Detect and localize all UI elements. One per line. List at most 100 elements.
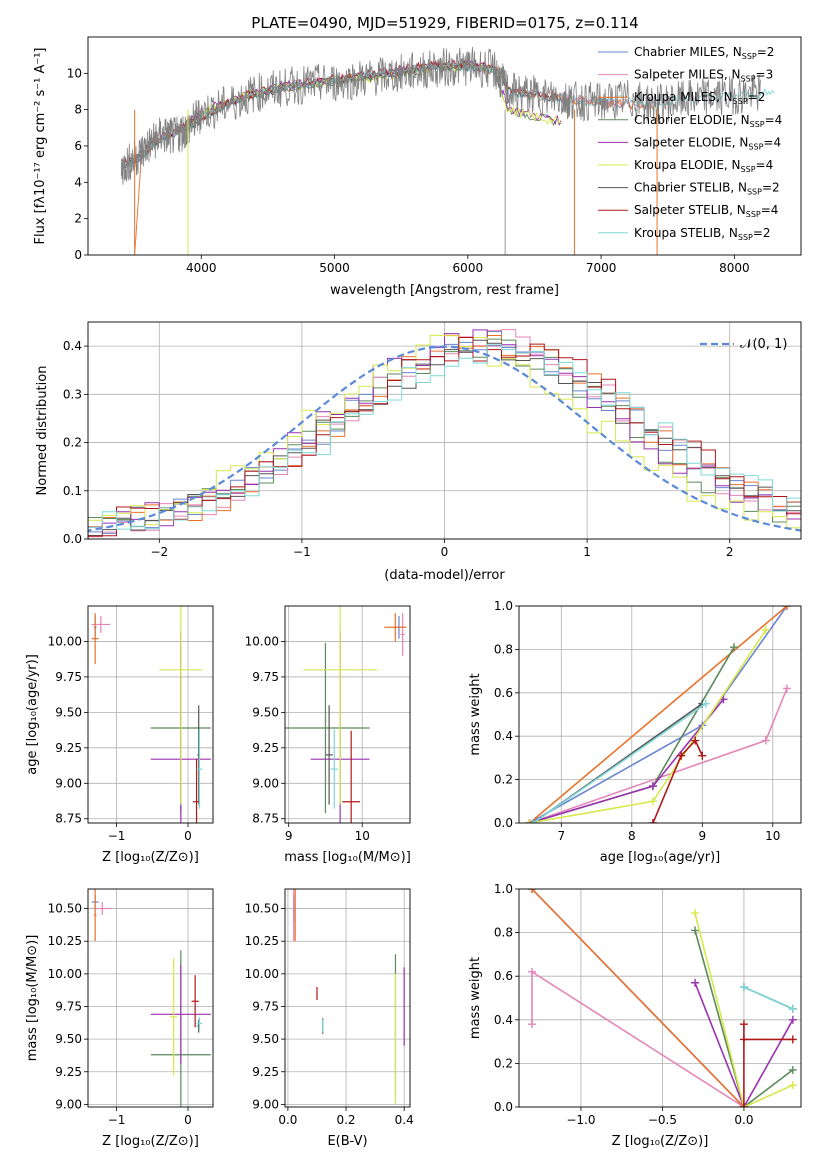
cumZ-xtick-label: −1.0 — [566, 1113, 595, 1127]
massZ-ytick-label: 9.25 — [55, 1065, 82, 1079]
legend-entry-sm: Salpeter MILES, NSSP=3 — [634, 68, 773, 84]
cumZ-point-marker — [739, 1103, 748, 1107]
massZ-ytick-label: 9.00 — [55, 1097, 82, 1111]
hist-step-line — [88, 344, 801, 531]
ageMass-xlabel: mass [log₁₀(M/M⊙)] — [284, 850, 411, 865]
massZ-ylabel: mass [log₁₀(M/M⊙)] — [25, 935, 40, 1062]
massZ-xlabel: Z [log₁₀(Z/Z⊙)] — [102, 1134, 199, 1149]
ageMass-ytick-label: 9.75 — [252, 670, 279, 684]
spectrum-ytick-label: 4 — [74, 175, 82, 189]
cumAge-ytick-label: 0.0 — [494, 816, 513, 830]
hist-ytick-label: 0.2 — [63, 436, 82, 450]
cumAge-point-marker — [648, 819, 657, 823]
cumZ-series-line — [743, 986, 794, 1010]
cumAge-ytick-label: 1.0 — [494, 599, 513, 613]
massEBV-ytick-label: 9.50 — [252, 1032, 279, 1046]
hist-steps — [88, 329, 801, 539]
cumZ-point-marker — [691, 926, 700, 935]
cumZ-ytick-label: 0.4 — [494, 1013, 513, 1027]
legend-entry-ke: Kroupa ELODIE, NSSP=4 — [634, 158, 773, 174]
massEBV-xtick-label: 0.2 — [336, 1113, 355, 1127]
cumAge-xtick-label: 7 — [557, 829, 565, 843]
cumAge-xlabel: age [log₁₀(age/yr)] — [600, 850, 721, 865]
cumAge-point-marker — [761, 736, 770, 745]
ageMass-ytick-label: 8.75 — [252, 812, 279, 826]
massZ-ytick-label: 10.50 — [48, 902, 82, 916]
hist-frame — [87, 321, 802, 540]
hist-ytick-label: 0.4 — [63, 339, 82, 353]
hist-xtick-label: −1 — [293, 545, 311, 559]
cumAge-series-line — [652, 739, 704, 823]
cumZ-point-marker — [788, 1081, 797, 1090]
legend-entry-se: Salpeter ELODIE, NSSP=4 — [634, 135, 781, 151]
cumZ-point-marker — [691, 978, 700, 987]
cumAge-series-line — [529, 606, 788, 823]
cumZ-ytick-label: 0.8 — [494, 926, 513, 940]
cumAge-point-marker — [761, 625, 770, 634]
cumAge-point-marker — [698, 751, 707, 760]
ageMass-ticks: 9 10 8.75 9.00 9.25 9.50 9.75 10.00 — [245, 606, 410, 843]
legend-entry-cm: Chabrier MILES, NSSP=2 — [634, 45, 774, 61]
ageZ-xlabel: Z [log₁₀(Z/Z⊙)] — [102, 850, 199, 865]
ageZ-ytick-label: 10.00 — [48, 634, 82, 648]
cumZ-xlabel: Z [log₁₀(Z/Z⊙)] — [612, 1134, 709, 1149]
spectrum-data-line — [120, 46, 761, 185]
ageZ-ytick-label: 9.25 — [55, 741, 82, 755]
legend-entry-ce: Chabrier ELODIE, NSSP=4 — [634, 113, 782, 129]
cumZ-ytick-label: 0.0 — [494, 1100, 513, 1114]
cumZ-series-line — [694, 912, 794, 1107]
legend-entry-km: Kroupa MILES, NSSP=2 — [634, 90, 765, 106]
cumZ-point-marker — [788, 1015, 797, 1024]
ageMass-ytick-label: 9.25 — [252, 741, 279, 755]
hist-xlabel: (data-model)/error — [384, 568, 505, 583]
cumAge-ytick-label: 0.8 — [494, 642, 513, 656]
spectrum-frame — [87, 36, 802, 256]
massEBV-ytick-label: 10.25 — [245, 934, 279, 948]
cumAge-point-marker — [730, 643, 739, 652]
massEBV-ytick-label: 9.75 — [252, 999, 279, 1013]
ageMass-xtick-label: 9 — [285, 829, 293, 843]
massZ-ticks: −1 0 9.00 9.25 9.50 9.75 10.00 10.25 10.50 — [48, 889, 213, 1127]
cumAge-lines — [525, 606, 791, 823]
massEBV-ytick-label: 10.00 — [245, 967, 279, 981]
spectrum-xtick-label: 6000 — [453, 261, 484, 275]
massZ-frame — [87, 888, 214, 1108]
cumAge-ytick-label: 0.2 — [494, 773, 513, 787]
spectrum-xtick-label: 5000 — [319, 261, 350, 275]
massEBV-errorbars — [293, 889, 405, 1105]
hist-ytick-label: 0.0 — [63, 532, 82, 546]
hist-ytick-label: 0.3 — [63, 387, 82, 401]
ageZ-xtick-label: 0 — [184, 829, 192, 843]
cumZ-point-marker — [691, 908, 700, 917]
cumAge-point-marker — [782, 606, 791, 610]
hist-xtick-label: 1 — [583, 545, 591, 559]
cumAge-point-marker — [691, 736, 700, 745]
massZ-errorbars — [91, 889, 211, 1107]
cumAge-point-marker — [677, 751, 686, 760]
legend-entry-ss: Salpeter STELIB, NSSP=4 — [634, 203, 778, 219]
massEBV-xtick-label: 0.4 — [395, 1113, 414, 1127]
cumZ-point-marker — [788, 1004, 797, 1013]
ageMass-errorbars — [285, 606, 407, 823]
spectrum-xtick-label: 8000 — [719, 261, 750, 275]
cumZ-frame — [518, 888, 802, 1108]
cumAge-frame — [518, 605, 802, 824]
cumZ-ytick-label: 0.2 — [494, 1056, 513, 1070]
cumZ-point-marker — [528, 1020, 537, 1029]
massZ-ytick-label: 10.25 — [48, 934, 82, 948]
spectrum-ytick-label: 2 — [74, 212, 82, 226]
spectrum-ytick-label: 6 — [74, 139, 82, 153]
cumAge-point-marker — [782, 684, 791, 693]
ageZ-errorbars — [91, 606, 211, 823]
hist-ytick-label: 0.1 — [63, 484, 82, 498]
spectrum-ytick-label: 8 — [74, 103, 82, 117]
ageZ-ticks: −1 0 8.75 9.00 9.25 9.50 9.75 10.00 — [48, 606, 213, 843]
cumZ-series-line — [531, 889, 745, 1107]
massEBV-frame — [284, 888, 411, 1108]
ageZ-ytick-label: 8.75 — [55, 812, 82, 826]
cumAge-point-marker — [525, 819, 534, 823]
cumZ-xtick-label: 0.0 — [734, 1113, 753, 1127]
ageMass-ytick-label: 9.00 — [252, 776, 279, 790]
